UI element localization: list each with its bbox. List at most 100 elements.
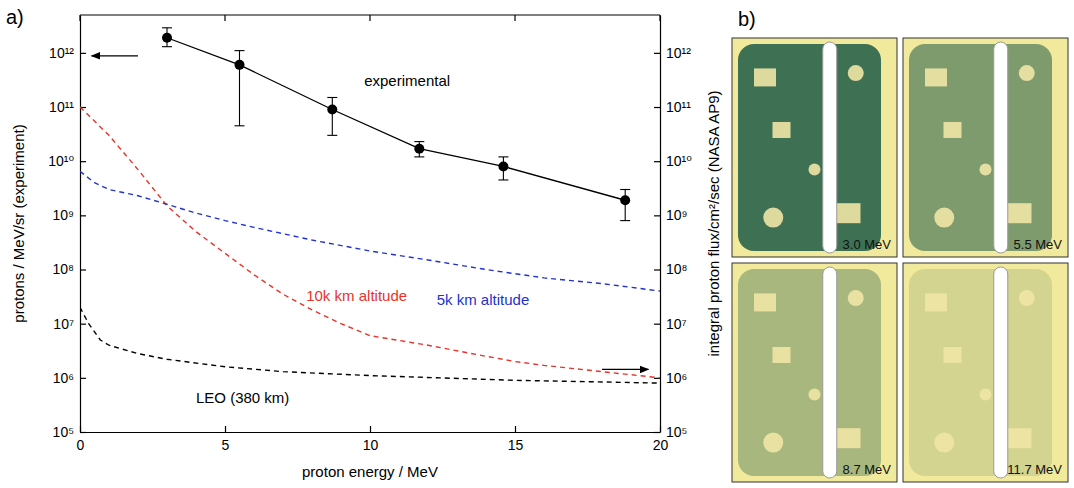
data-point	[327, 104, 337, 114]
error-bar	[235, 51, 245, 126]
error-cap	[162, 46, 172, 47]
x-axis: 05101520	[77, 426, 669, 453]
tick: 10⁵	[654, 424, 687, 440]
component-shadow	[1019, 290, 1035, 306]
tick: 10¹⁰	[654, 153, 692, 169]
error-cap	[620, 220, 630, 221]
component-shadow	[773, 347, 791, 363]
error-cap	[498, 179, 508, 180]
error-bar	[162, 28, 172, 47]
series	[80, 107, 660, 378]
tick-mark	[515, 426, 516, 432]
tick: 10¹²	[49, 45, 86, 61]
tick: 10⁷	[654, 316, 687, 332]
tick: 10	[363, 426, 379, 453]
component-shadow	[925, 293, 947, 311]
tick-mark	[654, 215, 660, 216]
component-shadow	[944, 122, 962, 138]
top-frame	[80, 15, 660, 21]
series	[80, 307, 660, 383]
tick-mark	[80, 53, 86, 54]
data-point	[620, 195, 630, 205]
component-shadow	[1006, 203, 1032, 223]
tick-mark	[224, 15, 225, 21]
film-image: 3.0 MeV	[732, 38, 897, 257]
x-axis-title: proton energy / MeV	[302, 463, 438, 480]
series-label: 5k km altitude	[437, 291, 530, 308]
tick-mark	[80, 269, 86, 270]
component-shadow	[848, 65, 864, 81]
tick: 10⁵	[53, 424, 86, 440]
error-cap	[327, 97, 337, 98]
tick-mark	[369, 15, 370, 21]
axis-line	[81, 432, 661, 433]
image-label: 11.7 MeV	[1007, 462, 1062, 477]
image-background	[903, 263, 1068, 482]
tick: 10⁸	[654, 261, 688, 277]
tick-label: 10¹¹	[49, 99, 74, 115]
series-label: 10k km altitude	[306, 287, 407, 304]
error-cap	[235, 50, 245, 51]
error-cap	[620, 189, 630, 190]
error-cap	[235, 125, 245, 126]
film-image: 8.7 MeV	[732, 263, 897, 482]
tick-mark	[80, 378, 86, 379]
tick: 10¹²	[654, 45, 691, 61]
tick-label: 10⁵	[53, 424, 74, 440]
tick-label: 10⁸	[53, 261, 75, 277]
y-axis: 10⁵10⁶10⁷10⁸10⁹10¹⁰10¹¹10¹²	[48, 16, 86, 440]
arrow	[602, 369, 648, 370]
component-shadow	[754, 293, 776, 311]
component-shadow	[809, 388, 821, 400]
tick-label: 0	[77, 437, 85, 453]
error-stem	[332, 97, 333, 135]
component-shadow	[980, 163, 992, 175]
holder-strip	[994, 267, 1008, 478]
series-line	[80, 171, 660, 291]
tick-mark	[370, 426, 371, 432]
tick-mark	[514, 15, 515, 21]
error-bar	[620, 190, 630, 221]
series	[162, 28, 630, 221]
data-point	[498, 161, 508, 171]
error-cap	[414, 156, 424, 157]
panel-letter: a)	[6, 6, 24, 28]
tick: 10⁶	[53, 370, 86, 386]
component-shadow	[754, 68, 776, 86]
tick: 10¹¹	[654, 99, 691, 115]
tick-label: 5	[222, 437, 230, 453]
series	[80, 171, 660, 291]
tick-label: 10⁵	[666, 424, 687, 440]
series-line	[167, 38, 625, 200]
component-shadow	[835, 428, 861, 448]
tick: 10⁸	[53, 261, 86, 277]
image-background	[903, 38, 1068, 257]
component-shadow	[944, 347, 962, 363]
component-shadow	[925, 68, 947, 86]
panel-letter: b)	[738, 8, 756, 30]
tick-label: 10¹²	[666, 45, 691, 61]
component-shadow	[1006, 428, 1032, 448]
tick-mark	[80, 215, 86, 216]
tick-label: 10¹¹	[666, 99, 691, 115]
tick-label: 15	[508, 437, 524, 453]
tick: 15	[508, 426, 524, 453]
tick-mark	[80, 432, 86, 433]
series-line	[80, 307, 660, 383]
tick-mark	[80, 324, 86, 325]
film-exposure	[738, 44, 881, 251]
data-point	[235, 60, 245, 70]
image-background	[732, 263, 897, 482]
tick: 10⁹	[52, 207, 86, 223]
plot-area	[80, 28, 660, 383]
data-point	[414, 144, 424, 154]
tick-mark	[80, 161, 86, 162]
tick-mark	[225, 426, 226, 432]
error-cap	[498, 156, 508, 157]
component-shadow	[763, 433, 783, 453]
tick-label: 10⁹	[52, 207, 74, 223]
series-label: experimental	[364, 72, 450, 89]
tick-label: 10⁶	[666, 370, 687, 386]
tick-mark	[654, 107, 660, 108]
tick-mark	[654, 269, 660, 270]
